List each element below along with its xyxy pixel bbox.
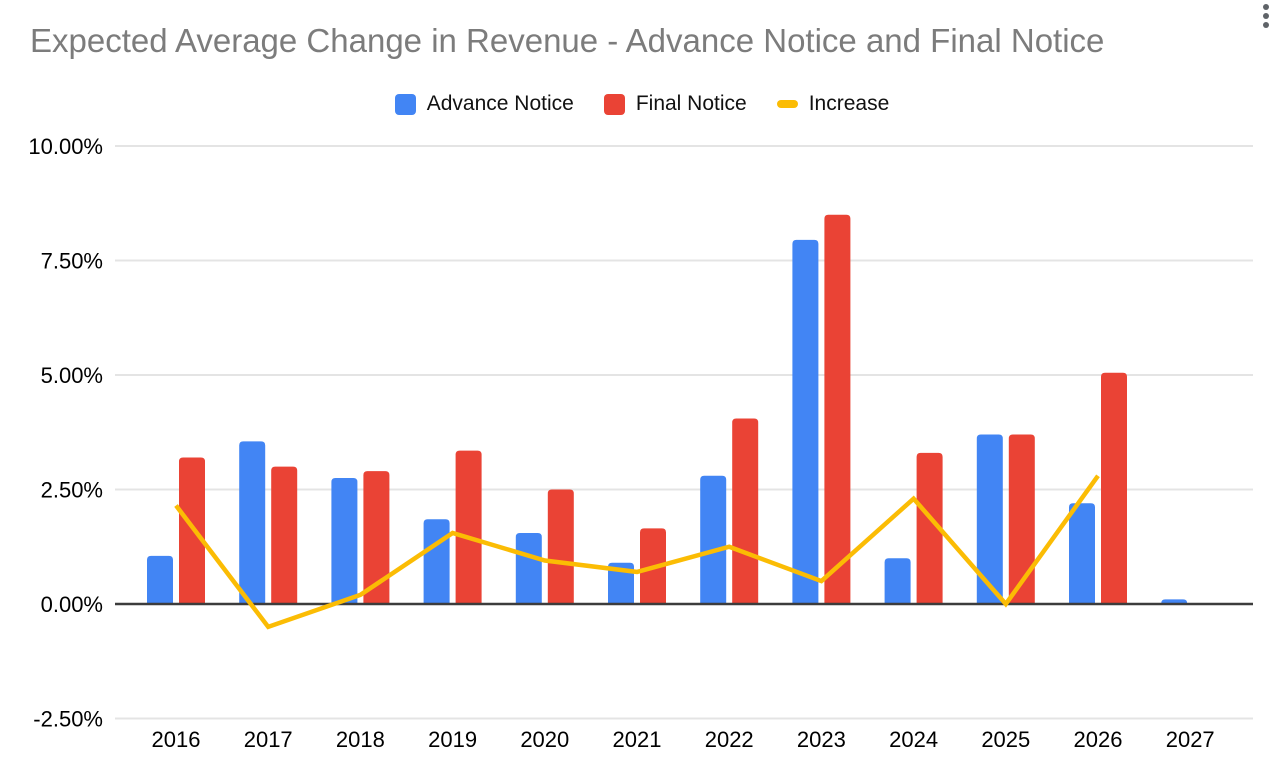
final-notice-swatch-icon: [603, 93, 625, 115]
bar-advance-notice-2024[interactable]: [884, 558, 911, 604]
x-tick-label: 2018: [336, 727, 385, 752]
x-tick-label: 2017: [244, 727, 293, 752]
bar-advance-notice-2025[interactable]: [976, 434, 1003, 604]
x-tick-label: 2020: [520, 727, 569, 752]
increase-dash-icon: [776, 100, 798, 108]
x-tick-label: 2023: [797, 727, 846, 752]
legend-label: Advance Notice: [426, 92, 574, 115]
x-tick-label: 2027: [1166, 727, 1215, 752]
bar-final-notice-2020[interactable]: [547, 489, 574, 605]
bar-final-notice-2026[interactable]: [1101, 372, 1127, 604]
legend-label: Final Notice: [635, 92, 747, 115]
y-tick-label: 5.00%: [41, 363, 103, 388]
advance-notice-swatch-icon: [394, 93, 416, 115]
bar-final-notice-2025[interactable]: [1008, 434, 1035, 604]
bar-final-notice-2019[interactable]: [455, 450, 482, 604]
x-tick-label: 2025: [981, 727, 1030, 752]
legend-item-advance-notice[interactable]: Advance Notice: [394, 92, 574, 116]
y-tick-label: 0.00%: [41, 592, 103, 617]
x-tick-label: 2026: [1074, 727, 1123, 752]
bar-final-notice-2022[interactable]: [732, 418, 759, 604]
x-tick-label: 2024: [889, 727, 938, 752]
bar-final-notice-2016[interactable]: [179, 457, 205, 604]
bar-final-notice-2017[interactable]: [271, 466, 298, 604]
bar-advance-notice-2016[interactable]: [147, 555, 173, 604]
x-tick-label: 2021: [613, 727, 662, 752]
bar-advance-notice-2020[interactable]: [515, 533, 542, 604]
y-tick-label: 2.50%: [41, 478, 103, 503]
x-tick-label: 2022: [705, 727, 754, 752]
bar-advance-notice-2017[interactable]: [239, 441, 266, 604]
y-tick-label: 7.50%: [41, 249, 103, 274]
chart-title: Expected Average Change in Revenue - Adv…: [30, 22, 1105, 59]
chart-legend: Advance Notice Final Notice Increase: [0, 86, 1284, 122]
bar-advance-notice-2026[interactable]: [1069, 503, 1095, 604]
bar-final-notice-2018[interactable]: [363, 471, 390, 604]
legend-item-increase[interactable]: Increase: [776, 92, 890, 116]
menu-dot: [1263, 13, 1269, 19]
y-tick-label: 10.00%: [28, 134, 103, 159]
bar-final-notice-2024[interactable]: [916, 452, 943, 604]
x-tick-label: 2016: [152, 727, 201, 752]
bar-advance-notice-2022[interactable]: [700, 475, 727, 604]
bar-advance-notice-2019[interactable]: [423, 519, 450, 604]
bar-advance-notice-2018[interactable]: [331, 478, 358, 604]
y-tick-label: -2.50%: [33, 707, 103, 732]
x-tick-label: 2019: [428, 727, 477, 752]
bar-advance-notice-2021[interactable]: [608, 562, 634, 604]
bar-advance-notice-2023[interactable]: [792, 239, 819, 604]
menu-dot: [1263, 22, 1269, 28]
kebab-menu-icon[interactable]: [1257, 1, 1275, 33]
legend-item-final-notice[interactable]: Final Notice: [603, 92, 747, 116]
legend-label: Increase: [808, 92, 890, 115]
menu-dot: [1263, 4, 1269, 10]
bar-final-notice-2023[interactable]: [824, 214, 851, 604]
line-increase[interactable]: [174, 474, 1100, 630]
